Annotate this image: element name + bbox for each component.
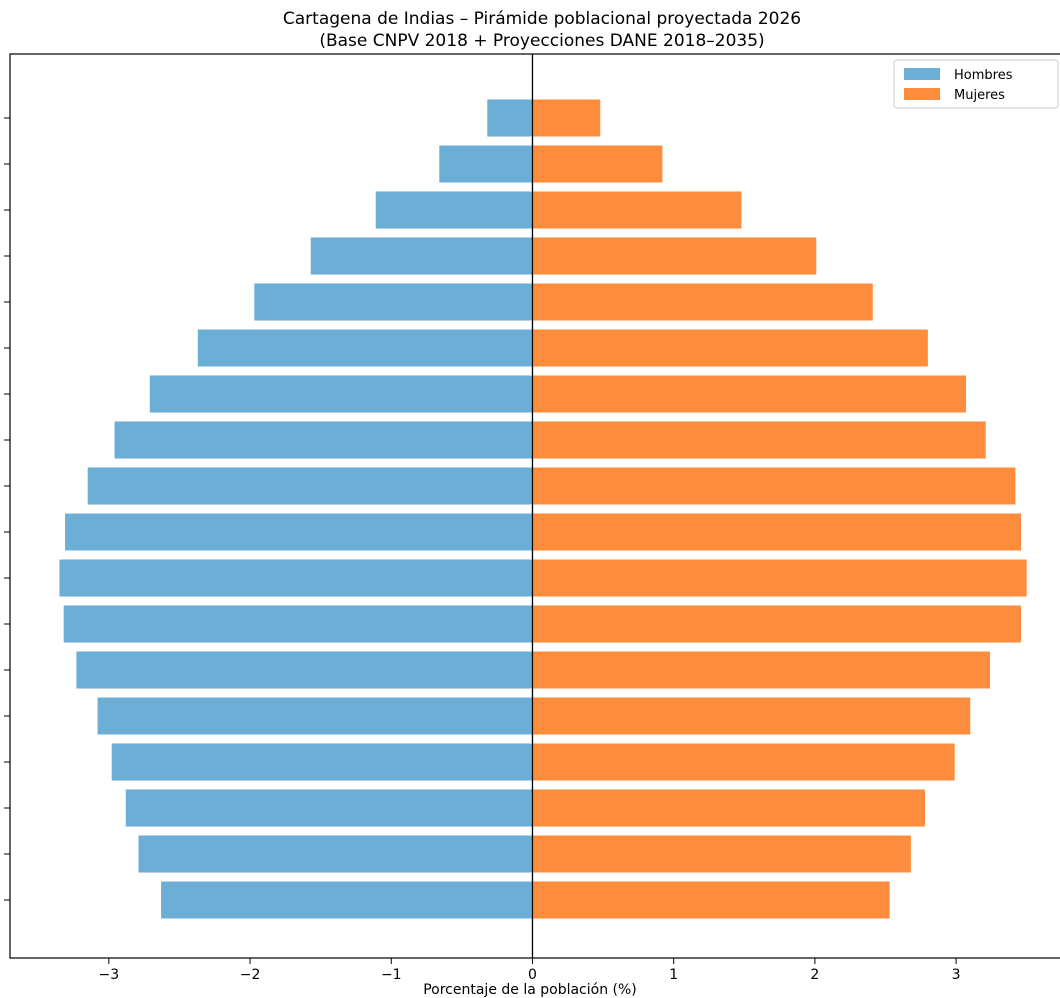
- bar-mujeres: [532, 467, 1016, 505]
- bar-hombres: [487, 99, 533, 137]
- plot-frame: [9, 53, 1060, 959]
- bar-mujeres: [532, 789, 926, 827]
- bar-hombres: [375, 191, 533, 229]
- ticks-group: −3 −2 −1 0 1 2 3: [4, 117, 961, 983]
- x-tick-label: −2: [240, 967, 261, 983]
- bar-mujeres: [532, 513, 1022, 551]
- legend-swatch: [904, 88, 940, 100]
- x-tick-label: −1: [381, 967, 402, 983]
- bar-mujeres: [532, 559, 1027, 597]
- bar-hombres: [111, 743, 533, 781]
- chart-subtitle: (Base CNPV 2018 + Proyecciones DANE 2018…: [319, 31, 764, 51]
- x-tick-label: 1: [669, 967, 678, 983]
- bar-hombres: [97, 697, 533, 735]
- legend-label: Hombres: [954, 68, 1013, 83]
- x-tick-label: 3: [952, 967, 961, 983]
- bar-hombres: [149, 375, 533, 413]
- bar-hombres: [439, 145, 533, 183]
- x-tick-label: 0: [528, 967, 537, 983]
- bar-mujeres: [532, 283, 873, 321]
- x-tick-label: −3: [99, 967, 120, 983]
- bar-hombres: [138, 835, 533, 873]
- bar-mujeres: [532, 743, 955, 781]
- bar-mujeres: [532, 99, 601, 137]
- legend: Hombres Mujeres: [893, 59, 1059, 109]
- bar-hombres: [76, 651, 533, 689]
- bar-hombres: [161, 881, 533, 919]
- x-axis-label: Porcentaje de la población (%): [423, 982, 637, 998]
- bar-mujeres: [532, 835, 911, 873]
- bar-hombres: [114, 421, 533, 459]
- bar-hombres: [125, 789, 533, 827]
- bar-hombres: [59, 559, 533, 597]
- legend-label: Mujeres: [954, 88, 1005, 103]
- chart-title: Cartagena de Indias – Pirámide poblacion…: [283, 9, 801, 29]
- bar-hombres: [310, 237, 533, 275]
- x-tick-label: 2: [810, 967, 819, 983]
- bar-mujeres: [532, 421, 986, 459]
- legend-swatch: [904, 68, 940, 80]
- bar-hombres: [87, 467, 533, 505]
- bar-mujeres: [532, 191, 742, 229]
- bar-mujeres: [532, 697, 971, 735]
- bar-hombres: [63, 605, 533, 643]
- bar-mujeres: [532, 329, 928, 367]
- bars-group: [59, 99, 1027, 919]
- bar-hombres: [254, 283, 533, 321]
- bar-mujeres: [532, 651, 990, 689]
- bar-hombres: [65, 513, 533, 551]
- bar-mujeres: [532, 375, 966, 413]
- bar-mujeres: [532, 145, 663, 183]
- bar-hombres: [197, 329, 533, 367]
- bar-mujeres: [532, 881, 890, 919]
- bar-mujeres: [532, 605, 1022, 643]
- bar-mujeres: [532, 237, 817, 275]
